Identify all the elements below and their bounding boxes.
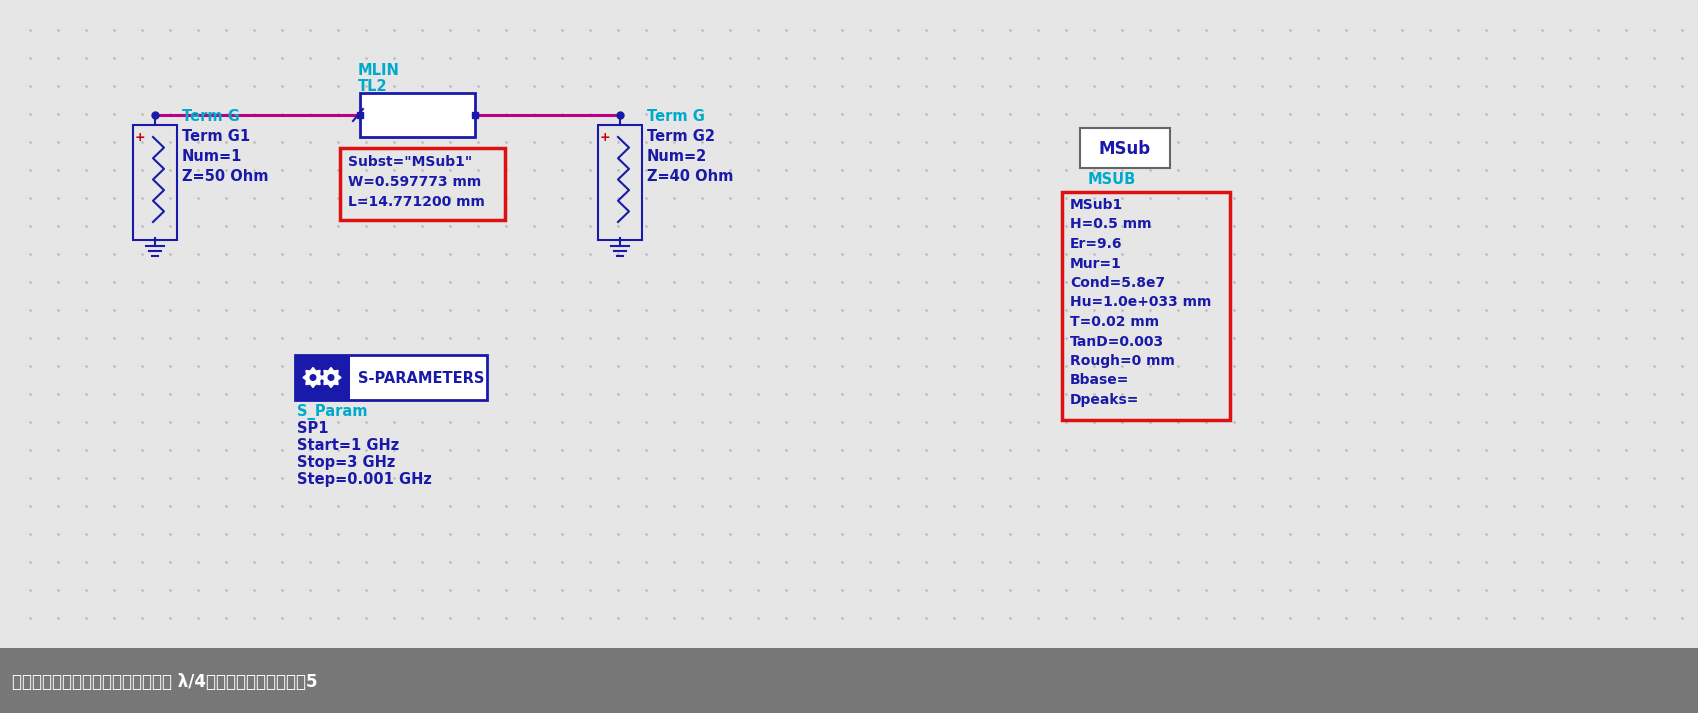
Text: Hu=1.0e+033 mm: Hu=1.0e+033 mm [1070, 295, 1211, 309]
Text: Num=2: Num=2 [647, 149, 708, 164]
Text: Rough=0 mm: Rough=0 mm [1070, 354, 1175, 368]
Text: S-PARAMETERS: S-PARAMETERS [358, 371, 484, 386]
Text: MLIN: MLIN [358, 63, 399, 78]
Text: TL2: TL2 [358, 79, 387, 94]
Polygon shape [321, 367, 341, 387]
Bar [1080, 128, 1170, 168]
Polygon shape [328, 375, 335, 380]
Text: +: + [136, 131, 146, 144]
Text: Term G: Term G [647, 109, 705, 124]
Text: Dpeaks=: Dpeaks= [1070, 393, 1139, 407]
Text: TanD=0.003: TanD=0.003 [1070, 334, 1165, 349]
Bar [0, 648, 1698, 713]
Text: Step=0.001 GHz: Step=0.001 GHz [297, 472, 431, 487]
Text: SP1: SP1 [297, 421, 328, 436]
Text: L=14.771200 mm: L=14.771200 mm [348, 195, 486, 209]
Polygon shape [311, 375, 316, 380]
Polygon shape [302, 367, 323, 387]
Bar [1061, 192, 1229, 420]
Text: Mur=1: Mur=1 [1070, 257, 1122, 270]
Text: Stop=3 GHz: Stop=3 GHz [297, 455, 396, 470]
Text: MSUB: MSUB [1088, 172, 1136, 187]
Text: Cond=5.8e7: Cond=5.8e7 [1070, 276, 1165, 290]
Text: Subst="MSub1": Subst="MSub1" [348, 155, 472, 169]
Text: 常见匹配网络的微带线实现（二）： λ/4匹配网络的微带线设计5: 常见匹配网络的微带线实现（二）： λ/4匹配网络的微带线设计5 [12, 674, 318, 692]
Text: Start=1 GHz: Start=1 GHz [297, 438, 399, 453]
Bar [360, 93, 475, 137]
Bar [340, 148, 504, 220]
Text: Z=50 Ohm: Z=50 Ohm [182, 169, 268, 184]
Bar [295, 355, 487, 400]
Text: MSub: MSub [1099, 140, 1151, 158]
Text: MSub1: MSub1 [1070, 198, 1124, 212]
Text: Num=1: Num=1 [182, 149, 243, 164]
Bar [598, 125, 642, 240]
Text: W=0.597773 mm: W=0.597773 mm [348, 175, 481, 189]
Bar [132, 125, 177, 240]
Text: Z=40 Ohm: Z=40 Ohm [647, 169, 734, 184]
Text: T=0.02 mm: T=0.02 mm [1070, 315, 1160, 329]
Text: Term G: Term G [182, 109, 239, 124]
Text: Term G2: Term G2 [647, 129, 715, 144]
Bar [295, 355, 350, 400]
Text: S_Param: S_Param [297, 404, 367, 420]
Text: H=0.5 mm: H=0.5 mm [1070, 217, 1151, 232]
Text: +: + [599, 131, 611, 144]
Text: Term G1: Term G1 [182, 129, 250, 144]
Text: Er=9.6: Er=9.6 [1070, 237, 1122, 251]
Text: Bbase=: Bbase= [1070, 374, 1129, 387]
